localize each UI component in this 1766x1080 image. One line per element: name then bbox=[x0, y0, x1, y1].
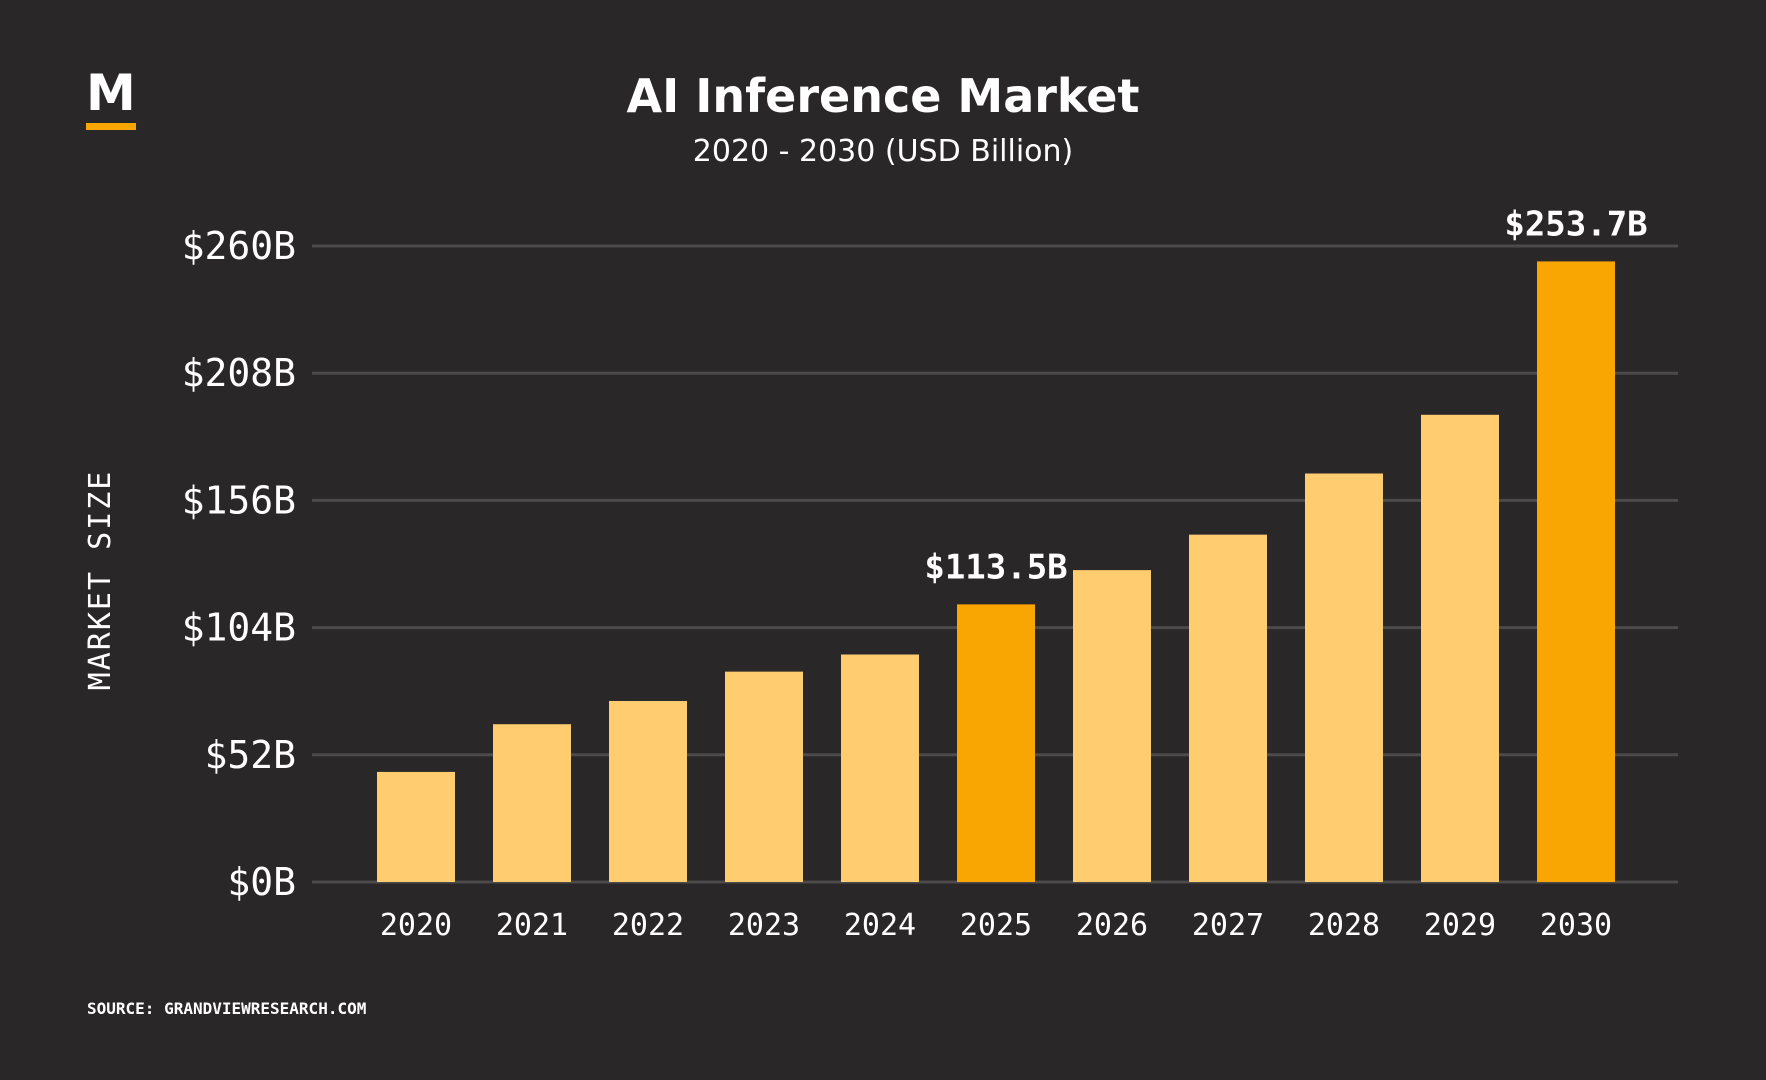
x-tick-label: 2029 bbox=[1424, 908, 1496, 943]
bars bbox=[377, 261, 1615, 882]
x-tick-label: 2023 bbox=[728, 908, 800, 943]
bar-2022 bbox=[609, 700, 687, 882]
x-tick-label: 2025 bbox=[960, 908, 1032, 943]
data-label-2025: $113.5B bbox=[924, 547, 1067, 587]
bar-2020 bbox=[377, 771, 455, 882]
bar-2030 bbox=[1537, 261, 1615, 882]
x-tick-label: 2027 bbox=[1192, 908, 1264, 943]
x-tick-label: 2022 bbox=[612, 908, 684, 943]
bar-2028 bbox=[1305, 473, 1383, 882]
logo-letter: M bbox=[86, 64, 136, 122]
y-axis-label: MARKET SIZE bbox=[83, 470, 118, 691]
bar-2027 bbox=[1189, 534, 1267, 882]
source-note: SOURCE: GRANDVIEWRESEARCH.COM bbox=[87, 999, 366, 1018]
y-tick-label: $104B bbox=[182, 606, 296, 650]
bar-2021 bbox=[493, 724, 571, 882]
x-tick-label: 2028 bbox=[1308, 908, 1380, 943]
x-tick-label: 2026 bbox=[1076, 908, 1148, 943]
y-tick-label: $52B bbox=[204, 733, 296, 777]
logo-underline bbox=[86, 123, 136, 130]
bar-2026 bbox=[1073, 570, 1151, 882]
bar-2023 bbox=[725, 671, 803, 882]
bar-2025 bbox=[957, 604, 1035, 882]
x-tick-label: 2020 bbox=[380, 908, 452, 943]
x-axis-ticks: 2020 2021 2022 2023 2024 2025 2026 2027 2028 2029… bbox=[380, 908, 1612, 943]
y-axis-ticks: $0B $52B $104B $156B $208B $260B bbox=[182, 224, 296, 904]
x-tick-label: 2024 bbox=[844, 908, 916, 943]
bar-2024 bbox=[841, 654, 919, 882]
chart-title: AI Inference Market bbox=[627, 69, 1140, 123]
y-tick-label: $208B bbox=[182, 351, 296, 395]
data-labels: $113.5B $253.7B bbox=[924, 204, 1647, 587]
y-tick-label: $156B bbox=[182, 478, 296, 522]
logo: M bbox=[86, 64, 136, 130]
x-tick-label: 2021 bbox=[496, 908, 568, 943]
y-tick-label: $260B bbox=[182, 224, 296, 268]
chart-subtitle: 2020 - 2030 (USD Billion) bbox=[693, 134, 1073, 169]
x-tick-label: 2030 bbox=[1540, 908, 1612, 943]
data-label-2030: $253.7B bbox=[1504, 204, 1647, 244]
y-tick-label: $0B bbox=[227, 860, 296, 904]
bar-2029 bbox=[1421, 414, 1499, 882]
